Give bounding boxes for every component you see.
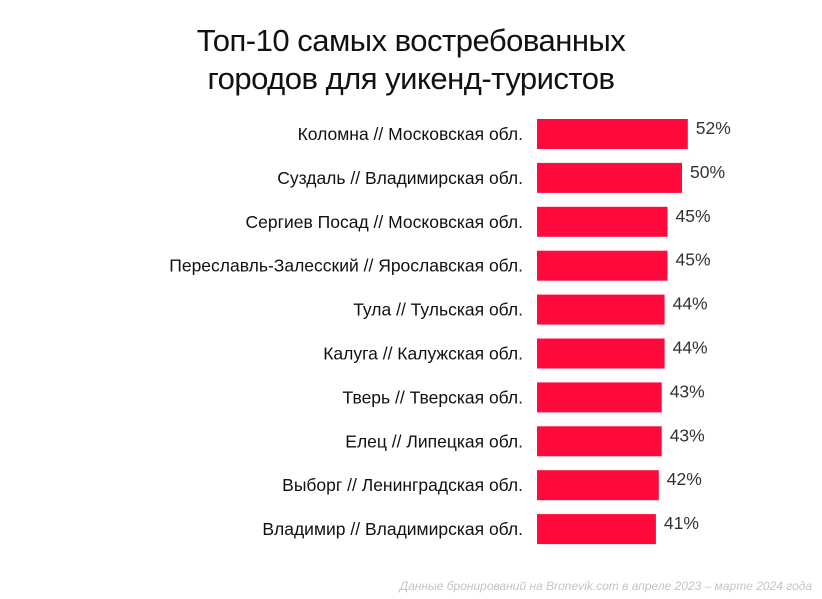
bar-8 bbox=[537, 426, 662, 457]
category-label-7: Тверь // Тверская обл. bbox=[343, 387, 523, 407]
value-label-4: 45% bbox=[676, 250, 711, 270]
value-label-10: 41% bbox=[664, 513, 699, 533]
value-label-9: 42% bbox=[667, 469, 702, 489]
category-label-10: Владимир // Владимирская обл. bbox=[262, 519, 523, 539]
bar-7 bbox=[537, 382, 662, 413]
category-label-4: Переславль-Залесский // Ярославская обл. bbox=[169, 256, 523, 276]
bar-3 bbox=[537, 206, 668, 237]
value-label-6: 44% bbox=[673, 338, 708, 358]
category-label-1: Коломна // Московская обл. bbox=[298, 124, 523, 144]
bar-5 bbox=[537, 294, 665, 325]
bar-10 bbox=[537, 514, 656, 545]
bar-1 bbox=[537, 119, 688, 149]
category-label-3: Сергиев Посад // Московская обл. bbox=[246, 212, 523, 232]
bar-9 bbox=[537, 470, 659, 501]
bar-2 bbox=[537, 162, 682, 193]
bar-4 bbox=[537, 250, 668, 281]
bar-6 bbox=[537, 338, 665, 369]
value-label-7: 43% bbox=[670, 381, 705, 401]
chart-title: Топ-10 самых востребованных городов для … bbox=[0, 22, 822, 98]
category-label-9: Выборг // Ленинградская обл. bbox=[282, 475, 523, 495]
category-label-8: Елец // Липецкая обл. bbox=[345, 431, 523, 451]
value-label-5: 44% bbox=[673, 294, 708, 314]
chart-title-line-1: Топ-10 самых востребованных bbox=[196, 23, 626, 58]
bar-chart: Коломна // Московская обл. 52% Суздаль // … bbox=[169, 118, 731, 545]
category-label-5: Тула // Тульская обл. bbox=[353, 300, 523, 320]
value-label-1: 52% bbox=[696, 118, 731, 138]
chart-title-line-2: городов для уикенд-туристов bbox=[207, 61, 615, 96]
value-label-2: 50% bbox=[690, 162, 725, 182]
value-label-3: 45% bbox=[676, 206, 711, 226]
value-label-8: 43% bbox=[670, 425, 705, 445]
category-label-2: Суздаль // Владимирская обл. bbox=[277, 168, 523, 188]
category-label-6: Калуга // Калужская обл. bbox=[323, 344, 523, 364]
source-footnote: Данные бронирований на Bronevik.com в ап… bbox=[399, 579, 812, 593]
